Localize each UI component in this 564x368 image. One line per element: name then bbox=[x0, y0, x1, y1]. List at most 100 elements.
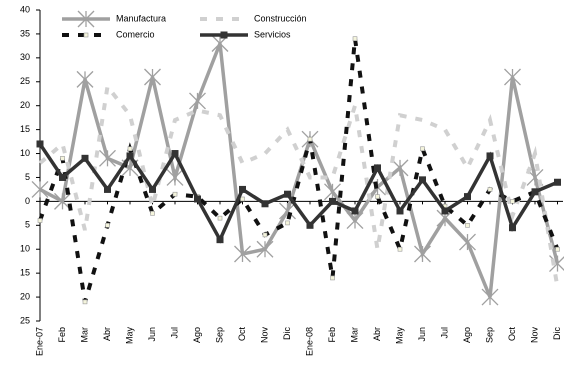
x-tick-label: Ene-08 bbox=[304, 327, 314, 356]
y-tick-label: 25 bbox=[20, 76, 30, 86]
data-marker bbox=[396, 207, 404, 215]
data-marker bbox=[420, 146, 425, 152]
data-marker bbox=[234, 245, 251, 263]
y-tick-label: 10 bbox=[20, 148, 30, 158]
data-marker bbox=[375, 194, 380, 199]
data-marker bbox=[419, 176, 426, 184]
legend-label: Comercio bbox=[116, 29, 155, 39]
data-marker bbox=[256, 240, 274, 258]
data-marker bbox=[346, 212, 364, 229]
data-marker bbox=[127, 146, 133, 152]
data-marker bbox=[166, 169, 184, 186]
data-marker bbox=[391, 159, 409, 177]
data-marker bbox=[351, 207, 359, 215]
data-marker bbox=[172, 191, 178, 197]
x-tick-label: Ago bbox=[192, 327, 202, 343]
x-tick-label: Mar bbox=[349, 327, 359, 343]
data-marker bbox=[549, 255, 564, 273]
data-marker bbox=[104, 185, 111, 193]
y-tick-label: 15 bbox=[20, 268, 30, 278]
data-marker bbox=[144, 68, 161, 86]
y-tick-label: 40 bbox=[20, 4, 30, 14]
series-line bbox=[39, 42, 560, 298]
data-marker bbox=[510, 199, 515, 204]
data-marker bbox=[307, 136, 313, 142]
data-marker bbox=[481, 288, 499, 306]
x-tick-label: Ene-07 bbox=[34, 327, 44, 356]
data-marker bbox=[82, 299, 88, 305]
data-marker bbox=[76, 70, 94, 88]
data-marker bbox=[324, 183, 341, 201]
data-marker bbox=[31, 180, 49, 198]
x-tick-label: May bbox=[124, 327, 134, 345]
data-marker bbox=[330, 275, 335, 281]
data-marker bbox=[329, 197, 336, 205]
x-tick-label: Abr bbox=[372, 327, 382, 341]
x-tick-label: Oct bbox=[237, 327, 247, 342]
y-tick-label: 35 bbox=[20, 28, 30, 38]
data-marker bbox=[487, 187, 493, 192]
x-tick-label: Jul bbox=[439, 327, 449, 339]
data-marker bbox=[465, 223, 470, 228]
legend-marker bbox=[83, 32, 89, 38]
data-marker bbox=[171, 150, 179, 158]
data-marker bbox=[554, 178, 561, 186]
data-marker bbox=[149, 185, 156, 193]
data-marker bbox=[37, 218, 43, 223]
x-tick-label: Sep bbox=[484, 327, 494, 343]
legend-label: Construcción bbox=[254, 13, 307, 23]
data-marker bbox=[285, 220, 290, 226]
data-marker bbox=[261, 200, 269, 208]
data-marker bbox=[36, 140, 44, 148]
data-marker bbox=[105, 223, 110, 228]
data-marker bbox=[352, 36, 358, 42]
data-marker bbox=[464, 193, 471, 201]
x-tick-label: Dic bbox=[282, 327, 292, 340]
data-marker bbox=[126, 152, 134, 160]
data-marker bbox=[284, 190, 291, 198]
data-marker bbox=[441, 207, 449, 215]
x-tick-label: Jul bbox=[169, 327, 179, 339]
data-marker bbox=[509, 224, 516, 232]
data-marker bbox=[59, 173, 66, 181]
data-marker bbox=[486, 152, 494, 160]
x-tick-label: Nov bbox=[529, 327, 539, 344]
data-marker bbox=[531, 188, 539, 196]
data-marker bbox=[262, 232, 268, 238]
y-tick-label: 5 bbox=[25, 220, 30, 230]
y-tick-label: 30 bbox=[20, 52, 30, 62]
x-tick-label: Sep bbox=[214, 327, 224, 343]
data-marker bbox=[54, 192, 71, 210]
x-tick-label: Feb bbox=[327, 327, 337, 343]
data-marker bbox=[397, 246, 403, 252]
x-tick-label: Nov bbox=[259, 327, 269, 344]
y-tick-label: 20 bbox=[20, 291, 30, 301]
series-line bbox=[38, 142, 559, 244]
data-marker bbox=[306, 221, 314, 229]
legend-marker bbox=[77, 10, 95, 28]
x-tick-label: Dic bbox=[552, 327, 562, 340]
data-marker bbox=[99, 149, 116, 167]
data-marker bbox=[414, 245, 431, 263]
data-marker bbox=[240, 196, 245, 202]
data-marker bbox=[504, 68, 521, 86]
data-marker bbox=[555, 246, 560, 252]
data-marker bbox=[216, 236, 224, 244]
y-tick-label: 5 bbox=[25, 172, 30, 182]
data-marker bbox=[189, 92, 206, 110]
x-tick-label: Ago bbox=[462, 327, 472, 343]
y-tick-label: 0 bbox=[25, 196, 30, 206]
x-tick-label: Jun bbox=[417, 327, 427, 342]
x-tick-label: Jun bbox=[147, 327, 157, 342]
data-marker bbox=[239, 185, 246, 193]
data-marker bbox=[150, 211, 155, 216]
legend-label: Manufactura bbox=[116, 13, 166, 23]
x-tick-label: Oct bbox=[507, 327, 517, 342]
legend-marker bbox=[220, 31, 228, 39]
series-line bbox=[38, 81, 560, 288]
data-marker bbox=[374, 164, 381, 172]
y-tick-label: 10 bbox=[20, 244, 30, 254]
x-tick-label: Abr bbox=[102, 327, 112, 341]
x-tick-label: Feb bbox=[57, 327, 67, 343]
